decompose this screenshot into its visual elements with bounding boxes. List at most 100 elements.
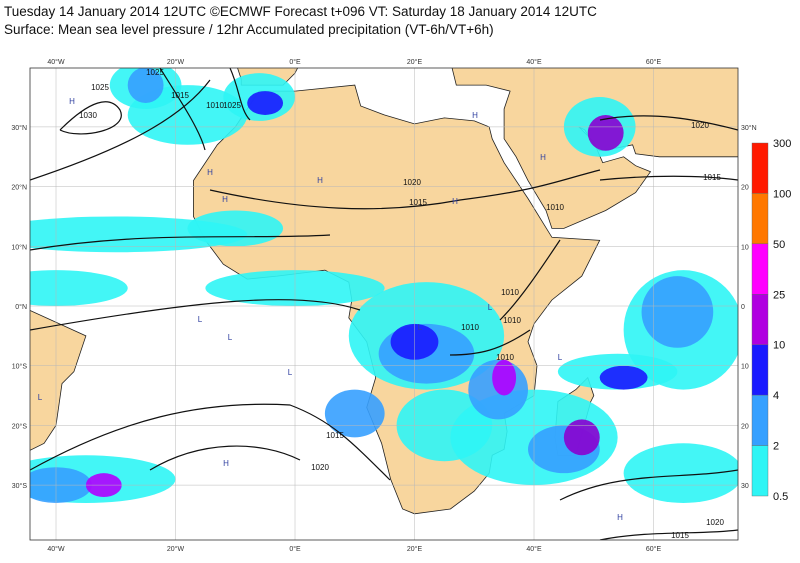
lon-label: 40°E [526,545,542,553]
lat-label: 20°N [11,184,27,192]
isobar [30,234,331,251]
isobar-label: 1030 [79,111,97,120]
colorbar-label: 2 [773,441,779,453]
pressure-center: H [223,459,229,468]
lat-label: 10°N [11,243,27,251]
precip-area [623,443,738,504]
lat-label: 10 [741,244,749,251]
pressure-center: H [452,197,458,206]
isobar [159,68,206,151]
colorbar-segment [751,243,769,295]
isobar-label: 1020 [691,121,709,130]
isobar [599,529,738,540]
pressure-center: L [288,368,293,377]
lon-label: 20°W [167,58,185,66]
precip-area [187,210,284,247]
isobar-label: 1015 [326,431,344,440]
isobar-label: 1020 [706,518,724,527]
colorbar-label: 0.5 [773,491,788,503]
subtitle-line: Surface: Mean sea level pressure / 12hr … [4,22,494,37]
colorbar-label: 300 [773,138,791,150]
isobar-label: 1015 [171,91,189,100]
lon-label: 40°W [47,545,65,553]
isobar [30,403,391,481]
isobar [30,79,211,181]
colorbar: 300 100 50 25 10 4 2 0.5 [751,138,791,503]
colorbar-label: 10 [773,340,785,352]
lat-label: 20 [741,185,749,192]
colorbar-segment [751,193,769,245]
pressure-center: L [558,353,563,362]
lat-label: 30 [741,483,749,490]
colorbar-label: 4 [773,390,779,402]
colorbar-label: 50 [773,239,785,251]
pressure-center: H [540,153,546,162]
lon-label: 40°E [526,58,542,66]
precip-area [247,91,284,115]
lon-label: 0°E [289,58,301,66]
isobar-label: 1015 [703,173,721,182]
pressure-center: L [488,303,493,312]
isobar-label: 1025 [91,83,109,92]
lat-label: 0 [741,304,745,311]
lon-label: 0°E [289,545,301,553]
isobar-label: 1020 [403,178,421,187]
lon-label: 20°E [407,58,423,66]
isobar [149,445,301,471]
graticule [30,68,738,540]
isobar-label: 1025 [146,68,164,77]
pressure-center: L [418,323,423,332]
lon-label: 40°W [47,58,65,66]
isobar-label: 1010 [461,323,479,332]
landmass [30,310,87,451]
map-frame [29,67,739,541]
isobar [449,329,531,356]
lat-label: 10°S [12,363,28,371]
pressure-center: L [198,315,203,324]
precip-area [30,270,128,306]
lat-label: 30°N [11,124,27,132]
precip-area [127,68,164,104]
isobar-label: 1010 [503,316,521,325]
pressure-center: H [207,168,213,177]
lon-label: 60°E [646,545,662,553]
pressure-center: H [472,111,478,120]
title-line: Tuesday 14 January 2014 12UTC ©ECMWF For… [4,4,597,19]
pressure-center: H [222,195,228,204]
colorbar-segment [751,142,769,194]
pressure-center: H [69,97,75,106]
isobar [59,101,122,135]
lon-label: 60°E [646,58,662,66]
precip-area [641,276,714,348]
isobar [229,68,251,121]
colorbar-label: 25 [773,289,785,301]
isobar [209,169,601,210]
colorbar-segment [751,394,769,446]
lat-label: 10 [741,364,749,371]
lat-label: 20 [741,423,749,430]
isobar [499,239,561,321]
colorbar-segment [751,344,769,396]
precip-area [492,359,517,396]
isobar-label: 1010 [206,101,224,110]
pressure-center: L [228,333,233,342]
isobar [559,469,738,501]
precip-area [599,365,648,390]
isobar [599,175,738,181]
labels: 40°W 20°W 0°E 20°E 40°E 60°E 40°W 20°W 0°E 20°E 40… [11,58,756,553]
pressure-center: L [38,393,43,402]
lon-label: 20°W [167,545,185,553]
colorbar-label: 100 [773,188,791,200]
isobar-label: 1025 [223,101,241,110]
pressure-center: H [617,513,623,522]
isobar-label: 1015 [409,198,427,207]
colorbar-segment [751,445,769,497]
colorbar-segment [751,294,769,345]
lat-label: 30°S [12,482,28,490]
isobar-label: 1010 [496,353,514,362]
isobar [30,299,361,331]
lat-label: 0°N [15,303,27,311]
isobar-label: 1015 [671,531,689,540]
